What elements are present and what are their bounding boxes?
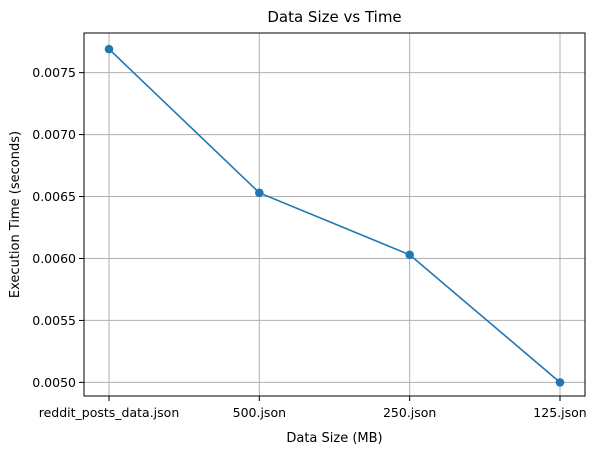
data-point (104, 44, 114, 54)
y-tick-label: 0.0055 (32, 313, 76, 328)
y-axis-label: Execution Time (seconds) (8, 131, 23, 298)
x-tick-label: 125.json (533, 405, 586, 420)
y-tick-label: 0.0070 (32, 127, 76, 142)
chart-title: Data Size vs Time (267, 8, 401, 26)
x-tick-label: 250.json (383, 405, 436, 420)
y-tick-label: 0.0065 (32, 189, 76, 204)
plot-frame (83, 32, 586, 397)
series-layer (104, 44, 565, 387)
x-axis-label: Data Size (MB) (286, 431, 382, 446)
y-tick-label: 0.0050 (32, 375, 76, 390)
axis-ticks: reddit_posts_data.json 500.json 250.json 12… (32, 65, 586, 420)
data-point (255, 188, 264, 198)
y-tick-label: 0.0060 (32, 251, 76, 266)
data-point (405, 250, 414, 260)
x-tick-label: reddit_posts_data.json (39, 405, 180, 420)
x-tick-label: 500.json (233, 405, 286, 420)
y-tick-label: 0.0075 (32, 65, 76, 80)
grid (84, 33, 585, 396)
data-point (555, 378, 565, 387)
series-line (108, 48, 561, 383)
